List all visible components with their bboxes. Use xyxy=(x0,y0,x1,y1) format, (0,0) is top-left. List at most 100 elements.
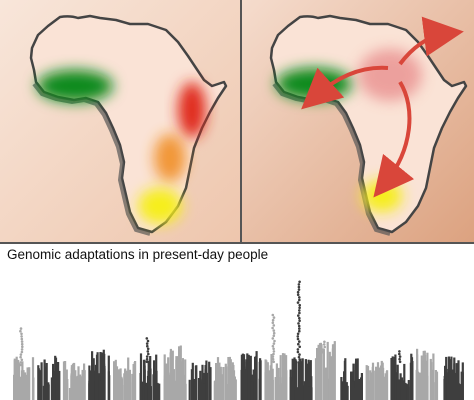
snp-column xyxy=(88,365,91,400)
snp-column xyxy=(406,384,410,400)
snp-column xyxy=(43,359,46,400)
snp-column xyxy=(249,355,252,400)
snp-column xyxy=(44,384,47,400)
snp-column xyxy=(355,358,358,400)
snp-point xyxy=(20,340,24,343)
snp-point xyxy=(272,324,276,327)
snp-column xyxy=(369,370,372,400)
snp-point xyxy=(298,340,301,343)
snp-column xyxy=(222,367,225,400)
snp-column xyxy=(117,369,120,400)
snp-column xyxy=(205,368,208,400)
snp-column xyxy=(432,353,435,400)
snp-point xyxy=(272,347,275,351)
snp-column xyxy=(344,358,347,400)
snp-column xyxy=(55,383,59,400)
snp-column xyxy=(332,361,335,400)
snp-point xyxy=(20,348,24,351)
chromosome-group xyxy=(390,350,414,400)
chromosome-group xyxy=(314,340,336,400)
snp-point xyxy=(398,360,402,364)
snp-column xyxy=(37,365,40,400)
snp-column xyxy=(95,354,99,400)
snp-column xyxy=(153,360,156,400)
snp-point xyxy=(147,352,150,356)
red-region xyxy=(178,82,206,138)
snp-point xyxy=(323,340,326,344)
snp-column xyxy=(289,377,292,400)
snp-column xyxy=(415,369,418,400)
chromosome-group xyxy=(62,361,86,400)
snp-point xyxy=(297,355,301,359)
snp-column xyxy=(47,384,50,400)
snp-point xyxy=(272,342,276,345)
snp-column xyxy=(62,361,66,400)
snp-point xyxy=(20,342,24,346)
snp-column xyxy=(228,356,231,400)
snp-column xyxy=(319,362,322,400)
snp-point xyxy=(272,350,276,353)
orange-region xyxy=(154,134,186,182)
snp-column xyxy=(66,379,69,400)
snp-column xyxy=(198,387,201,400)
snp-column xyxy=(394,354,397,400)
snp-column xyxy=(167,357,170,400)
snp-point xyxy=(322,348,325,351)
snp-column xyxy=(322,349,325,400)
snp-point xyxy=(321,350,325,354)
snp-point xyxy=(297,324,301,328)
snp-column xyxy=(277,367,280,400)
chromosome-group xyxy=(88,349,111,400)
snp-column xyxy=(142,359,146,400)
snp-column xyxy=(141,381,144,400)
snp-column xyxy=(57,362,60,400)
snp-point xyxy=(398,357,401,361)
snp-column xyxy=(330,365,334,400)
snp-point xyxy=(297,288,301,291)
snp-point xyxy=(272,334,276,338)
snp-point xyxy=(296,337,300,341)
snp-column xyxy=(17,359,20,400)
snp-column xyxy=(188,379,191,400)
arrow-south xyxy=(373,80,415,198)
snp-column xyxy=(242,367,245,400)
snp-column xyxy=(158,383,161,400)
arrow-northeast xyxy=(398,16,464,66)
snp-column xyxy=(434,370,437,400)
africa-map-icon xyxy=(242,0,474,242)
left-map-panel xyxy=(0,0,240,242)
snp-column xyxy=(304,359,307,400)
snp-point xyxy=(146,347,150,351)
snp-column xyxy=(202,383,205,400)
snp-point xyxy=(20,335,23,338)
snp-column xyxy=(358,383,361,400)
snp-column xyxy=(52,375,56,400)
snp-column xyxy=(283,353,286,400)
snp-column xyxy=(184,383,187,400)
snp-column xyxy=(103,365,106,400)
snp-point xyxy=(398,352,401,356)
snp-column xyxy=(54,357,58,400)
snp-point xyxy=(272,331,276,335)
snp-point xyxy=(296,348,300,351)
snp-column xyxy=(58,370,61,400)
snp-column xyxy=(177,356,180,400)
snp-point xyxy=(145,360,149,364)
snp-point xyxy=(398,350,401,353)
snp-column xyxy=(360,377,363,400)
snp-column xyxy=(391,379,394,400)
snp-point xyxy=(297,285,301,289)
snp-point xyxy=(145,355,149,358)
snp-point xyxy=(271,344,275,348)
green-region xyxy=(37,70,113,102)
snp-column xyxy=(13,374,16,400)
snp-point xyxy=(296,332,300,336)
snp-point xyxy=(298,298,301,302)
snp-column xyxy=(250,381,253,400)
snp-point xyxy=(21,345,24,349)
snp-column xyxy=(404,382,407,400)
chromosome-group xyxy=(289,280,313,400)
snp-point xyxy=(298,345,302,349)
snp-point xyxy=(19,329,22,333)
